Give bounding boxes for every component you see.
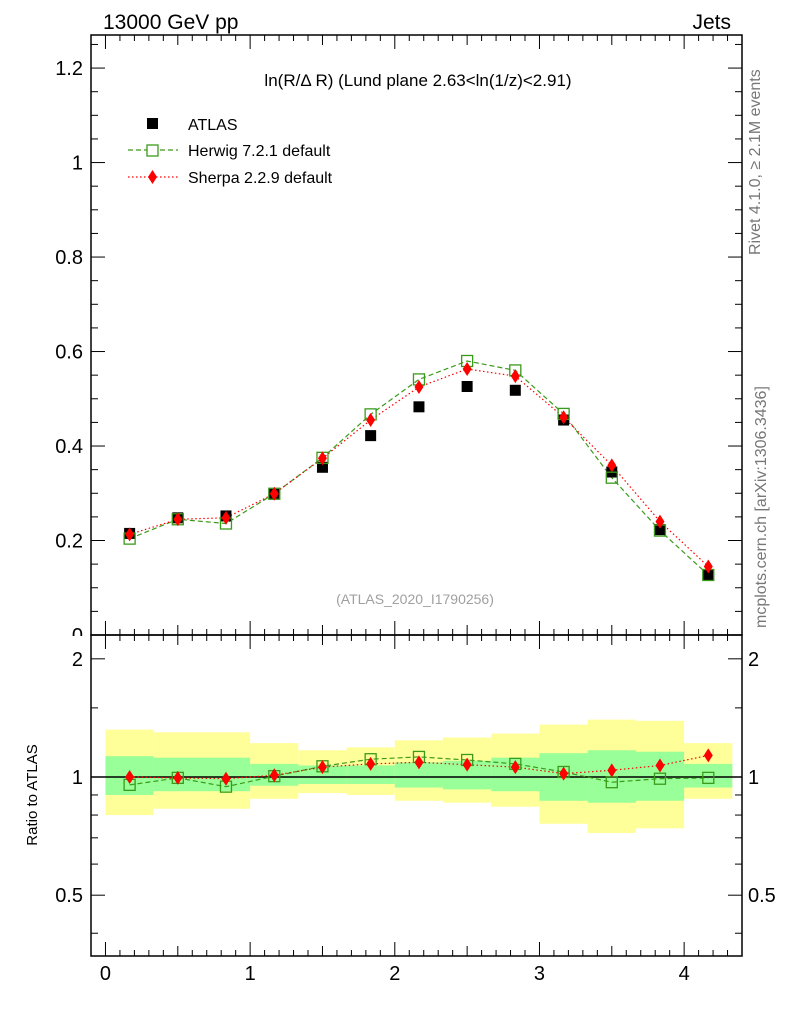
main-sherpa-point <box>703 559 713 574</box>
main-sherpa-line <box>129 368 709 567</box>
ratio-band-inner <box>346 765 395 784</box>
ratio-band-inner <box>298 765 347 784</box>
main-atlas-point <box>461 380 473 392</box>
ratio-y-tick-label-right: 2 <box>748 649 759 671</box>
legend-sherpa-label: Sherpa 2.2.9 default <box>188 170 333 187</box>
rivet-label: Rivet 4.1.0, ≥ 2.1M events <box>747 69 764 255</box>
ratio-sherpa-point <box>414 755 424 770</box>
main-ticks-layer: 0.20.40.60.811.20 <box>51 35 743 648</box>
main-atlas-point <box>654 524 666 536</box>
main-sherpa-point <box>607 458 617 473</box>
main-panel: 0.20.40.60.811.20 ln(R/Δ R) (Lund plane … <box>51 34 743 648</box>
ratio-sherpa-point <box>462 757 472 772</box>
ratio-sherpa-point <box>173 770 183 785</box>
legend-herwig-label: Herwig 7.2.1 default <box>188 143 331 160</box>
main-y-tick-label: 0.6 <box>55 342 83 364</box>
ratio-sherpa-point <box>655 758 665 773</box>
main-sherpa-point <box>317 451 327 466</box>
ratio-sherpa-point <box>607 763 617 778</box>
main-y-tick-label: 0.4 <box>55 436 83 458</box>
ratio-band-inner <box>684 763 733 788</box>
main-sherpa-point <box>125 527 135 542</box>
legend-herwig-marker <box>146 144 159 157</box>
ratio-sherpa-point <box>317 760 327 775</box>
main-atlas-point <box>316 461 328 473</box>
main-y-tick-label: 1.2 <box>55 58 83 80</box>
ratio-x-tick-label: 2 <box>389 963 400 985</box>
main-atlas-point <box>413 401 425 413</box>
main-sherpa-point <box>462 362 472 377</box>
legend-entry-herwig: Herwig 7.2.1 default <box>128 143 331 160</box>
energy-label: 13000 GeV pp <box>103 11 238 34</box>
main-series-layer <box>123 354 715 582</box>
ratio-bands-layer <box>91 719 742 834</box>
ratio-herwig-point <box>702 771 715 785</box>
mcplots-label: mcplots.cern.ch [arXiv:1306.3436] <box>753 386 770 628</box>
main-title: ln(R/Δ R) (Lund plane 2.63<ln(1/z)<2.91) <box>264 71 571 90</box>
ratio-sherpa-point <box>269 768 279 783</box>
ratio-herwig-point <box>653 772 667 785</box>
legend-entry-sherpa: Sherpa 2.2.9 default <box>128 170 333 187</box>
ratio-y-axis-label: Ratio to ATLAS <box>24 744 41 845</box>
main-sherpa-point <box>559 410 569 425</box>
legend: ATLAS Herwig 7.2.1 default Sherpa 2.2.9 … <box>128 117 333 187</box>
watermark: (ATLAS_2020_I1790256) <box>336 591 494 607</box>
ratio-sherpa-point <box>221 771 231 786</box>
ratio-y-tick-label-left: 2 <box>72 649 83 671</box>
main-sherpa-point <box>366 413 376 428</box>
legend-atlas-marker <box>147 118 158 129</box>
process-label: Jets <box>692 11 731 34</box>
main-y-tick-label: 1 <box>72 153 83 175</box>
legend-entry-atlas: ATLAS <box>147 117 238 134</box>
main-sherpa-point <box>510 369 520 384</box>
legend-sherpa-marker <box>148 170 157 184</box>
ratio-y-tick-label-left: 0.5 <box>55 885 83 907</box>
ratio-herwig-line <box>129 756 709 788</box>
ratio-sherpa-point <box>703 748 713 763</box>
zero-label-mask <box>51 636 91 648</box>
ratio-x-tick-label: 1 <box>245 963 256 985</box>
ratio-x-tick-label: 0 <box>100 963 111 985</box>
ratio-panel: 0.5 0.5 1 1 2 2 0 1 2 3 4 Ratio to ATLAS <box>24 634 776 985</box>
ratio-sherpa-point <box>366 756 376 771</box>
main-sherpa-point <box>655 514 665 529</box>
main-sherpa-point <box>221 510 231 525</box>
ratio-y-tick-label-left: 1 <box>72 767 83 789</box>
main-y-tick-label: 0.8 <box>55 247 83 269</box>
ratio-x-tick-label: 3 <box>534 963 545 985</box>
ratio-y-tick-label-right: 1 <box>748 767 759 789</box>
legend-atlas-label: ATLAS <box>188 117 238 134</box>
main-sherpa-point <box>173 512 183 527</box>
main-y-tick-label: 0.2 <box>55 531 83 553</box>
ratio-sherpa-point <box>510 760 520 775</box>
ratio-series-layer <box>123 748 715 793</box>
ratio-panel-frame <box>90 634 743 957</box>
main-sherpa-point <box>414 379 424 394</box>
main-atlas-point <box>702 569 714 581</box>
main-sherpa-point <box>269 486 279 501</box>
main-atlas-point <box>365 430 377 442</box>
ratio-ticks-layer: 0.5 0.5 1 1 2 2 0 1 2 3 4 <box>55 635 776 985</box>
main-atlas-point <box>509 384 521 396</box>
ratio-sherpa-point <box>559 766 569 781</box>
ratio-y-tick-label-right: 0.5 <box>748 885 776 907</box>
ratio-sherpa-point <box>125 770 135 785</box>
ratio-x-tick-label: 4 <box>679 963 690 985</box>
